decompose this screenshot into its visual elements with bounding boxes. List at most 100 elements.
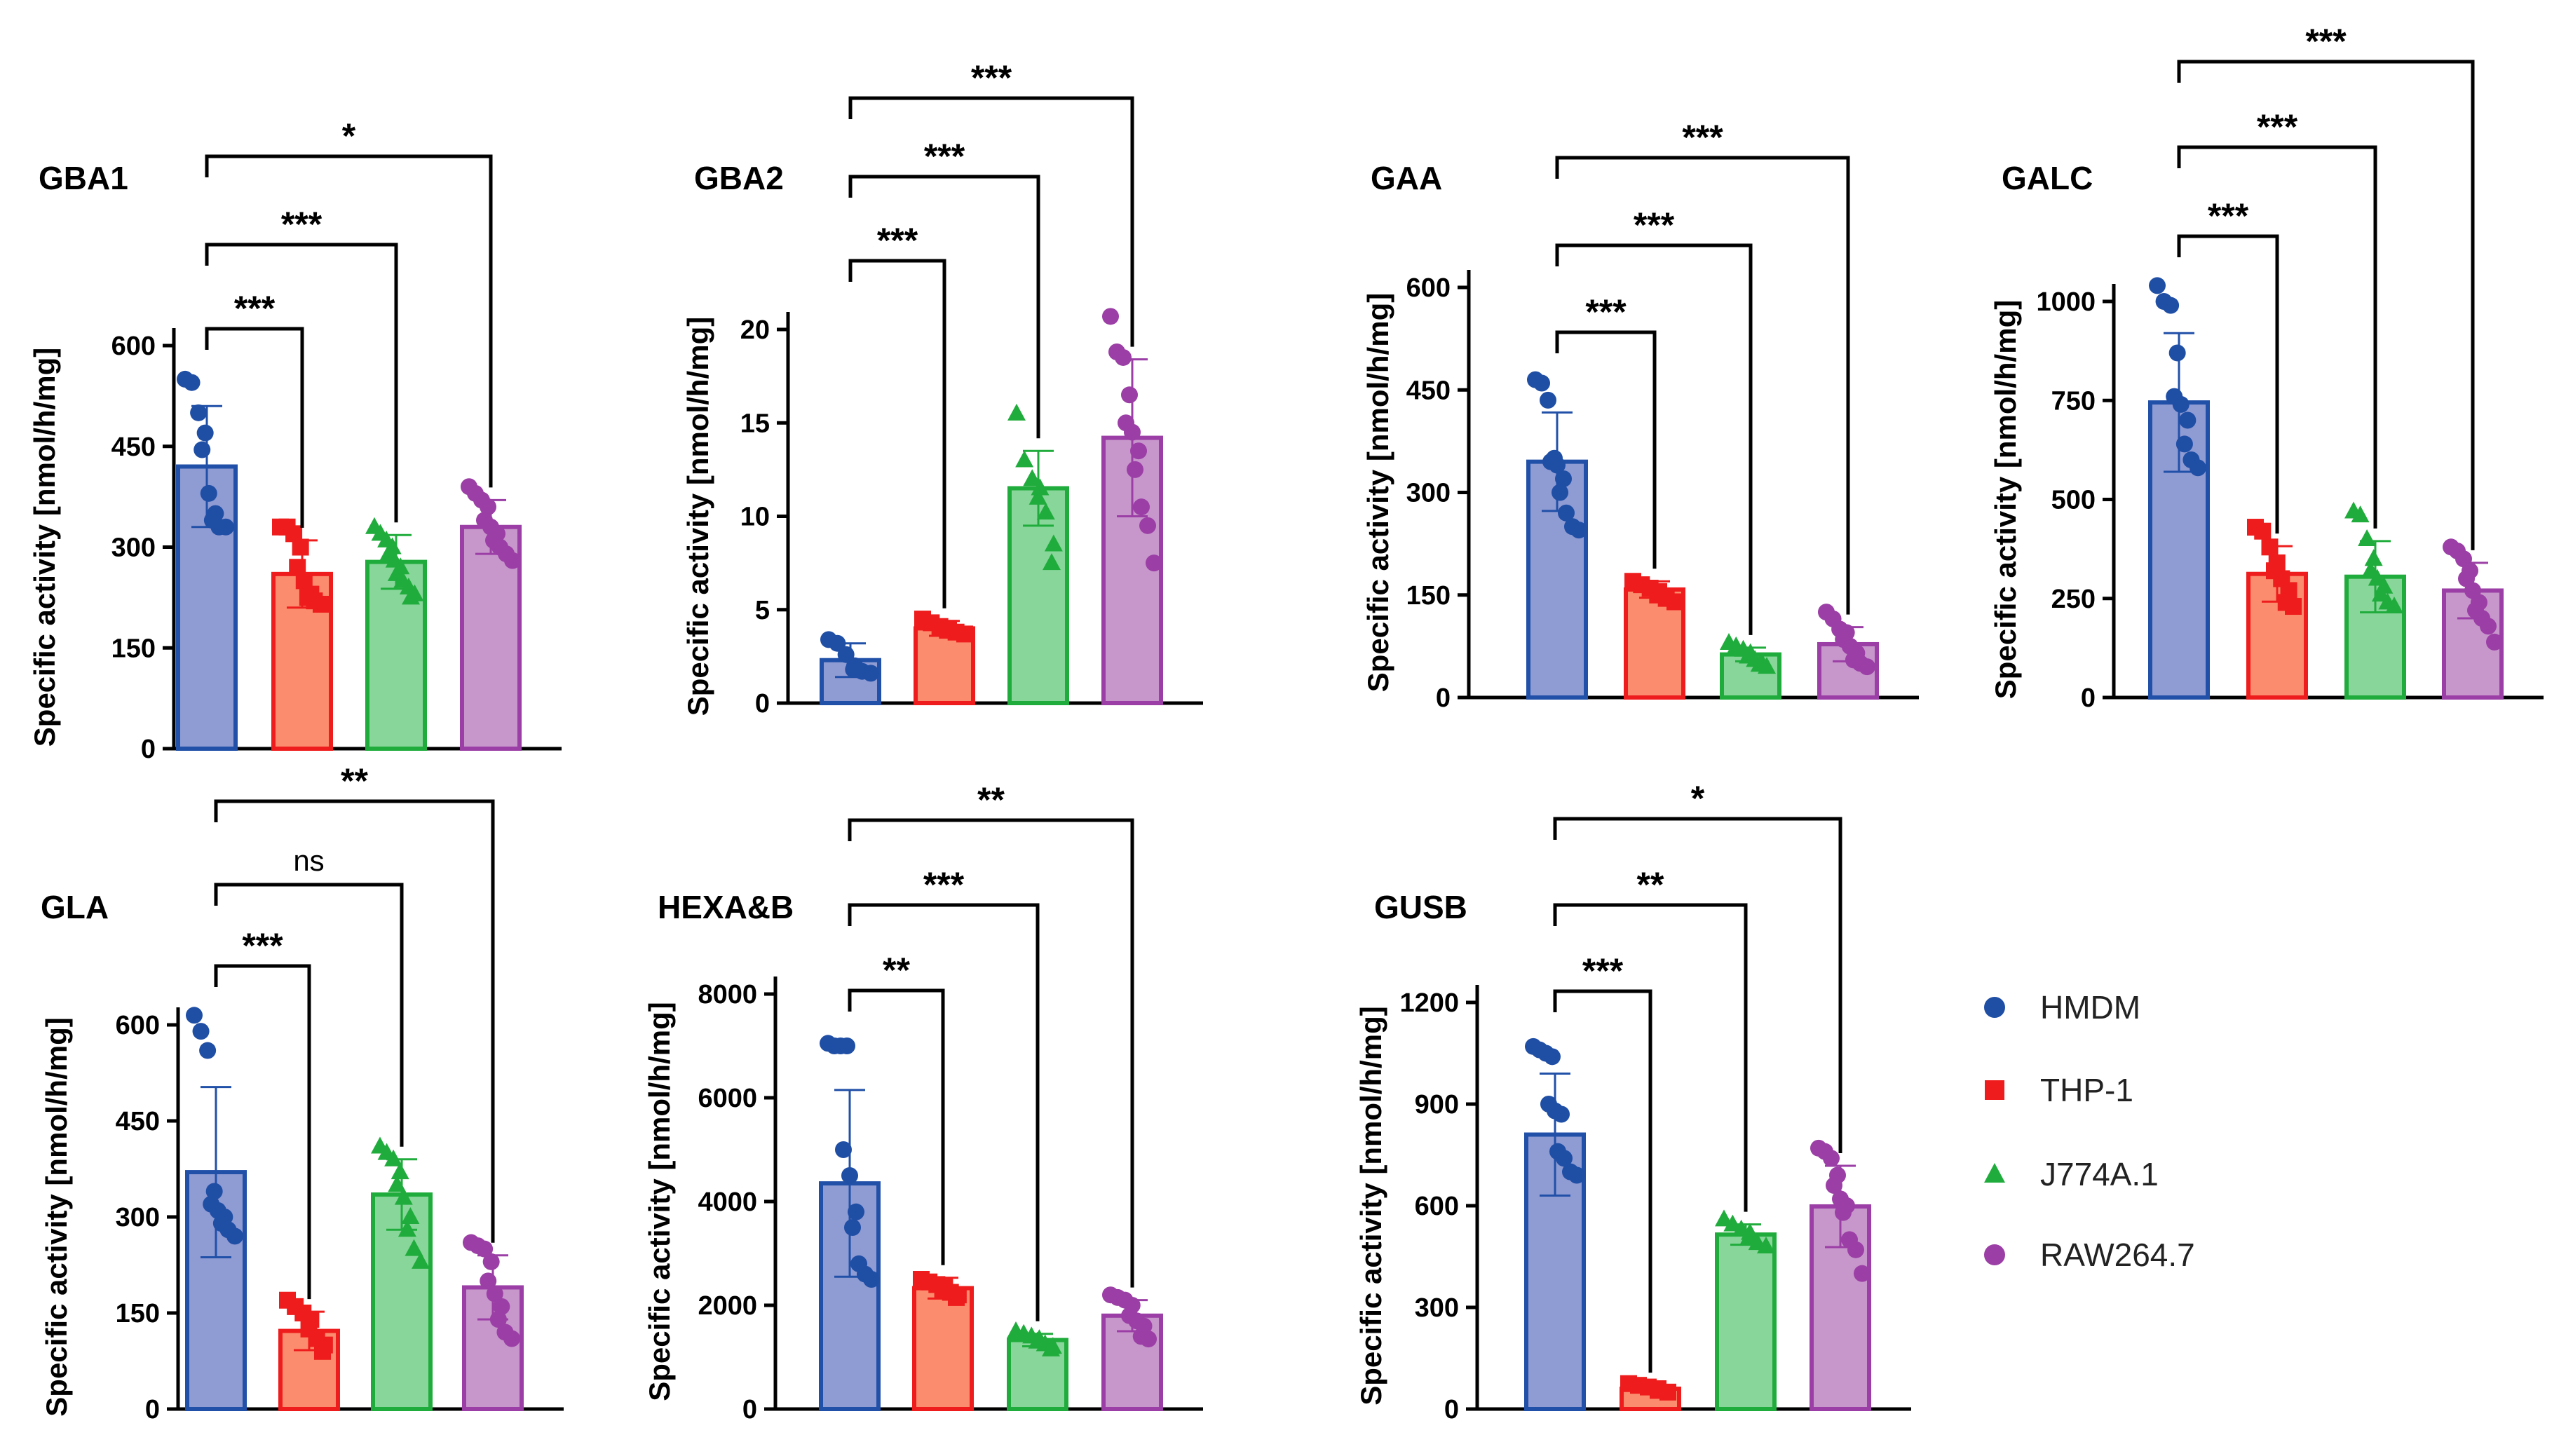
y-tick-label: 900 [1415,1090,1459,1120]
data-point-raw264-7 [1826,1177,1842,1194]
data-point-hmdm [2172,395,2190,413]
legend-marker-triangle-icon [1984,1163,2005,1183]
significance-bracket-j774a-1: *** [205,205,398,523]
data-point-hmdm [1553,1105,1570,1123]
legend-label: THP-1 [2040,1072,2133,1108]
data-point-j774a-1 [2385,597,2403,614]
y-tick-label: 600 [116,1011,160,1040]
y-tick-label: 600 [1406,273,1451,303]
data-point-j774a-1 [412,1251,430,1269]
data-point-raw264-7 [1102,308,1119,325]
y-tick-label: 300 [1406,479,1451,508]
significance-label: ** [883,951,910,990]
data-point-hmdm [1533,374,1550,392]
data-point-j774a-1 [1043,553,1061,571]
significance-bracket-raw264-7: * [205,116,493,488]
data-point-hmdm [2168,344,2186,362]
significance-bracket-raw264-7: ** [214,761,495,1243]
y-tick-label: 600 [1415,1192,1459,1221]
data-point-hmdm [2190,459,2206,477]
data-point-hmdm [217,518,234,536]
legend-marker-circle-icon [1984,997,2005,1018]
data-point-j774a-1 [398,1220,416,1237]
y-tick-label: 150 [116,1299,160,1328]
data-point-thp-1 [956,625,973,643]
significance-label: *** [1682,118,1723,157]
data-point-j774a-1 [1007,403,1026,421]
data-point-j774a-1 [1036,503,1055,520]
y-tick-label: 0 [2081,683,2096,713]
significance-bracket-thp-1: *** [1555,292,1657,569]
data-point-j774a-1 [1758,657,1776,674]
significance-label: *** [2305,22,2347,61]
y-tick-label: 5 [755,596,770,625]
significance-label: *** [242,926,283,965]
y-tick-label: 2000 [698,1291,757,1321]
data-point-raw264-7 [1823,1150,1840,1167]
panel-title: HEXA&B [658,889,794,925]
legend-marker-circle-icon [1984,1244,2005,1265]
data-point-j774a-1 [1757,1237,1775,1253]
data-point-raw264-7 [1847,1241,1864,1258]
y-tick-label: 300 [111,533,156,563]
data-point-raw264-7 [2486,633,2503,651]
data-point-raw264-7 [1140,1331,1157,1348]
significance-bracket-j774a-1: *** [2177,107,2377,529]
data-point-hmdm [1540,391,1556,409]
significance-bracket-thp-1: ** [848,951,945,1265]
data-point-thp-1 [1666,593,1683,611]
data-point-raw264-7 [480,1272,497,1290]
data-point-raw264-7 [503,1330,520,1347]
legend-marker-square-icon [1985,1080,2004,1100]
y-tick-label: 150 [111,634,156,663]
y-tick-label: 450 [111,433,156,462]
significance-bracket-j774a-1: *** [848,865,1040,1321]
significance-label: *** [1634,205,1675,245]
significance-label: *** [2257,107,2298,147]
legend-item-j774a-1: J774A.1 [1984,1156,2159,1192]
data-point-raw264-7 [1130,442,1147,460]
y-tick-label: 1000 [2036,287,2096,317]
significance-bracket-j774a-1: *** [1555,205,1753,635]
significance-bracket-raw264-7: *** [848,58,1134,347]
data-point-raw264-7 [504,552,521,569]
data-point-raw264-7 [1854,1265,1871,1282]
data-point-hmdm [1552,484,1568,501]
data-point-hmdm [839,1037,855,1054]
data-point-hmdm [1570,522,1587,539]
panel-gba1: GBA1 Specific activity [nmol/h/mg] 0 150 300… [28,116,562,764]
data-point-hmdm [190,404,208,421]
data-point-hmdm [863,1271,880,1288]
y-tick-label: 0 [755,689,770,719]
y-tick-label: 0 [141,735,156,764]
data-point-hmdm [226,1227,243,1245]
panel-gusb: GUSB Specific activity [nmol/h/mg] 0 300 600… [1355,779,1911,1424]
significance-label: *** [1582,951,1624,991]
data-point-raw264-7 [486,1285,503,1302]
data-point-j774a-1 [402,587,420,605]
y-tick-label: 10 [740,503,770,532]
data-point-j774a-1 [1044,534,1063,552]
panel-title: GBA2 [694,160,784,196]
y-tick-label: 300 [116,1203,160,1232]
error-bar-hmdm [1540,1073,1570,1197]
legend-item-hmdm: HMDM [1984,989,2140,1026]
y-tick-label: 4000 [698,1188,757,1217]
data-point-raw264-7 [1133,498,1150,516]
y-tick-label: 750 [2051,386,2096,416]
data-point-j774a-1 [1715,1209,1733,1227]
data-point-j774a-1 [2364,549,2383,566]
data-point-hmdm [205,1183,223,1200]
y-tick-label: 450 [1406,376,1451,405]
significance-bracket-thp-1: *** [214,926,311,1300]
data-point-raw264-7 [1835,1204,1852,1221]
data-point-hmdm [1556,1150,1573,1167]
significance-label: *** [2208,196,2249,236]
data-point-raw264-7 [480,498,496,515]
data-point-raw264-7 [1859,658,1875,676]
significance-label: *** [234,289,276,328]
data-point-raw264-7 [1121,386,1138,404]
y-tick-label: 6000 [698,1084,757,1113]
legend-label: RAW264.7 [2040,1237,2195,1273]
